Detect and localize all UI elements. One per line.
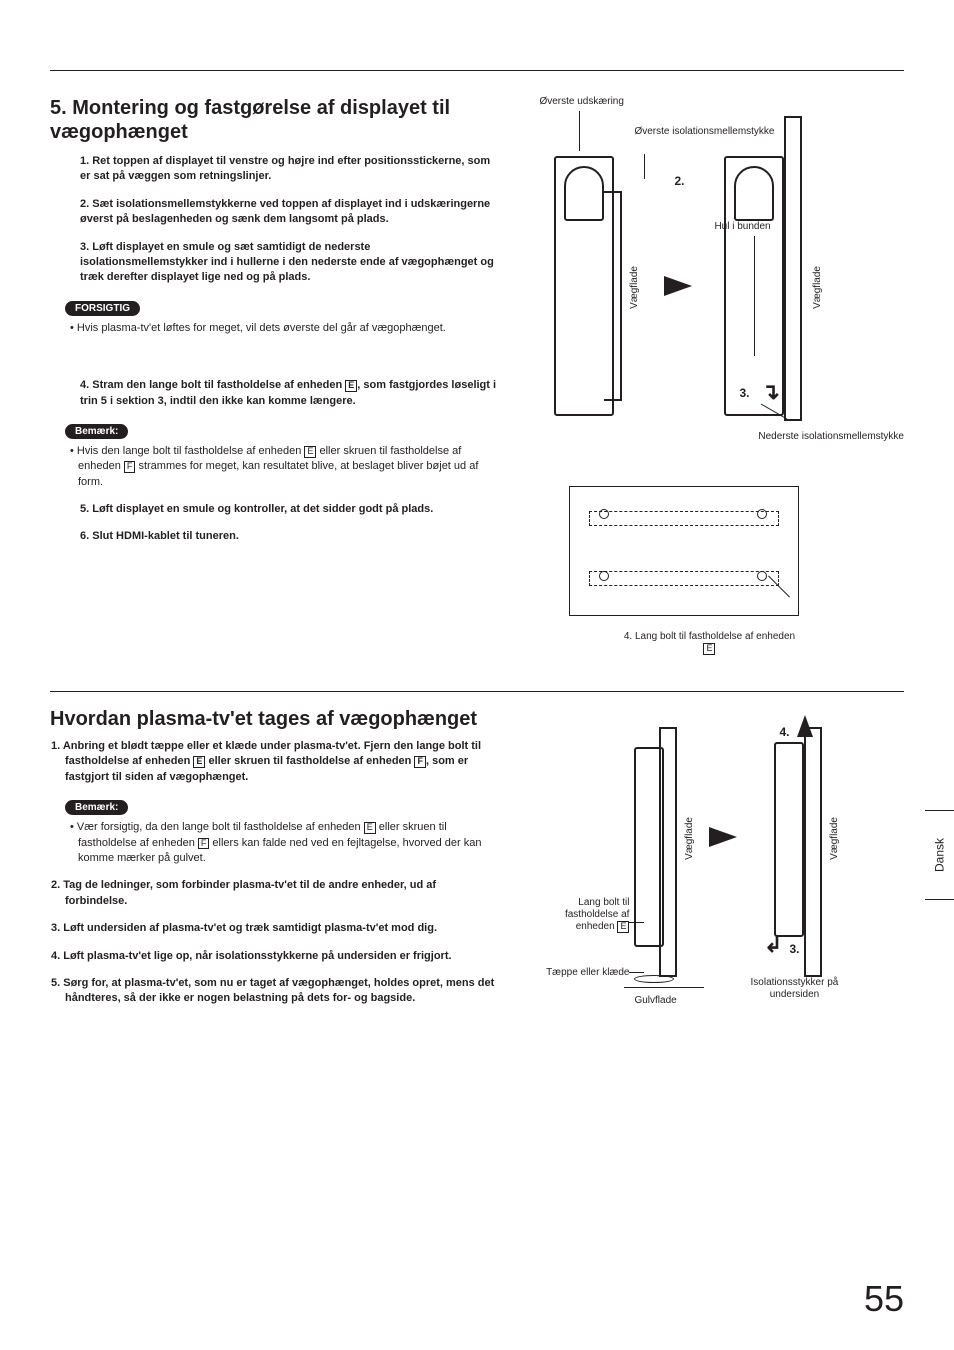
bracket-top-detail-2	[734, 166, 774, 221]
label-floor: Gulvflade	[634, 995, 676, 1007]
removal-step-5: 5. Sørg for, at plasma-tv'et, som nu er …	[50, 976, 499, 1007]
removal-step-2: 2. Tag de ledninger, som forbinder plasm…	[50, 878, 499, 909]
letter-e: E	[617, 921, 629, 933]
step-1: 1. Ret toppen af displayet til venstre o…	[50, 154, 499, 185]
removal-row: Hvordan plasma-tv'et tages af vægophænge…	[50, 707, 904, 1037]
step-4: 4. Stram den lange bolt til fastholdelse…	[50, 378, 499, 409]
label-long-bolt: Lang bolt til fastholdelse af enheden E	[529, 897, 629, 933]
cloth-shape	[634, 975, 674, 983]
step-6: 6. Slut HDMI-kablet til tuneren.	[50, 529, 499, 544]
diagram-mounting: Øverste udskæring Øverste isolationsmell…	[529, 96, 904, 476]
page-number: 55	[864, 1278, 904, 1320]
removal-step-4: 4. Løft plasma-tv'et lige op, når isolat…	[50, 949, 499, 964]
curved-arrow-icon: ↴	[761, 379, 779, 405]
removal-step-1: 1. Anbring et blødt tæppe eller et klæde…	[50, 739, 499, 785]
letter-f: F	[124, 461, 136, 473]
note-text-1: • Hvis den lange bolt til fastholdelse a…	[50, 444, 499, 490]
label-num-3r: 3.	[789, 942, 799, 956]
bracket-rail-right	[784, 116, 802, 421]
label-wall-3: Vægflade	[684, 817, 696, 860]
label-wall-4: Vægflade	[829, 817, 841, 860]
leader-line	[629, 972, 644, 973]
display-left	[634, 747, 664, 947]
tv-outline	[569, 486, 799, 616]
arrow-right-icon	[709, 827, 737, 847]
letter-e: E	[304, 446, 316, 458]
display-right	[774, 742, 804, 937]
letter-f: F	[198, 838, 210, 850]
floor-line	[624, 987, 704, 988]
caution-text: • Hvis plasma-tv'et løftes for meget, vi…	[50, 321, 499, 336]
step-5: 5. Løft displayet en smule og kontroller…	[50, 502, 499, 517]
diagram2-caption: 4. Lang bolt til fastholdelse af enheden…	[619, 631, 799, 655]
step-3: 3. Løft displayet en smule og sæt samtid…	[50, 240, 499, 286]
leader-line	[629, 922, 644, 923]
rn-pre: • Vær forsigtig, da den lange bolt til f…	[70, 821, 364, 833]
section-5-text: 5. Montering og fastgørelse af displayet…	[50, 96, 499, 661]
curved-arrow-icon: ↳	[764, 932, 782, 958]
removal-text: Hvordan plasma-tv'et tages af vægophænge…	[50, 707, 499, 1037]
label-top-cutout: Øverste udskæring	[539, 96, 623, 108]
caution-label: FORSIGTIG	[65, 301, 140, 316]
arrow-up-icon	[797, 715, 813, 737]
rule-top	[50, 70, 904, 71]
step-2: 2. Sæt isolationsmellemstykkerne ved top…	[50, 197, 499, 228]
removal-step-3: 3. Løft undersiden af plasma-tv'et og tr…	[50, 921, 499, 936]
label-wall-1: Vægflade	[629, 266, 641, 309]
note1-pre: • Hvis den lange bolt til fastholdelse a…	[70, 445, 304, 457]
step4-pre: 4. Stram den lange bolt til fastholdelse…	[80, 379, 345, 391]
label-num-2: 2.	[674, 174, 684, 188]
mount-bar-bottom	[589, 571, 779, 586]
label-top-spacer: Øverste isolationsmellemstykke	[634, 126, 774, 138]
mount-bar-top	[589, 511, 779, 526]
diagram-rear-view: 4. Lang bolt til fastholdelse af enheden…	[529, 486, 904, 661]
note-label-1: Bemærk:	[65, 424, 128, 439]
rule-mid	[50, 691, 904, 692]
removal-title: Hvordan plasma-tv'et tages af vægophænge…	[50, 707, 499, 731]
r1-mid: eller skruen til fastholdelse af enheden	[205, 755, 414, 767]
arrow-right-icon	[664, 276, 692, 296]
label-num-3: 3.	[739, 386, 749, 400]
label-wall-2: Vægflade	[812, 266, 824, 309]
label-num-4: 4.	[779, 725, 789, 739]
note1-post: strammes for meget, kan resultatet blive…	[78, 460, 478, 487]
diagram-removal: Vægflade Vægflade 4. 3. ↳ Lang bolt til …	[529, 707, 904, 1037]
letter-f: F	[414, 756, 426, 768]
leader-line	[579, 111, 580, 151]
label-bottom-spacer: Nederste isolationsmellemstykke	[744, 431, 904, 443]
d2-caption-pre: 4. Lang bolt til fastholdelse af enheden	[624, 631, 795, 642]
rail-right	[804, 727, 822, 977]
bracket-top-detail	[564, 166, 604, 221]
language-tab: Dansk	[925, 810, 954, 900]
label-bottom-spacers: Isolationsstykker på undersiden	[744, 977, 844, 1001]
removal-diagram-col: Vægflade Vægflade 4. 3. ↳ Lang bolt til …	[529, 707, 904, 1037]
letter-e: E	[703, 643, 715, 655]
bracket-rail-left	[604, 191, 622, 401]
removal-note: • Vær forsigtig, da den lange bolt til f…	[50, 820, 499, 866]
letter-e: E	[193, 756, 205, 768]
section-5-diagrams: Øverste udskæring Øverste isolationsmell…	[529, 96, 904, 661]
letter-e: E	[345, 380, 357, 392]
section-5-row: 5. Montering og fastgørelse af displayet…	[50, 96, 904, 661]
leader-line	[644, 154, 645, 179]
letter-e: E	[364, 822, 376, 834]
section-5-title: 5. Montering og fastgørelse af displayet…	[50, 96, 499, 144]
label-cloth: Tæppe eller klæde	[529, 967, 629, 979]
note-label-2: Bemærk:	[65, 800, 128, 815]
